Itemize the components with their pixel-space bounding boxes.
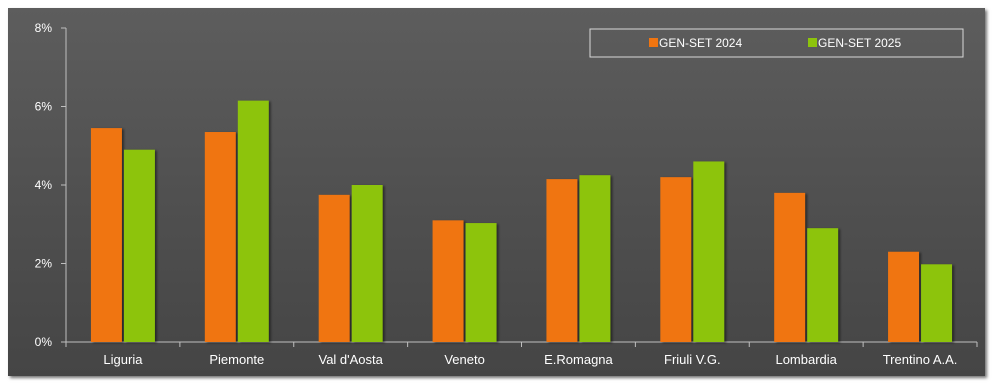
legend-swatch [808,38,817,47]
x-category-label: Val d'Aosta [318,352,383,367]
bar-series-2 [921,264,953,342]
bar-series-2 [579,175,611,342]
x-category-label: Veneto [444,352,485,367]
chart-legend: GEN-SET 2024 GEN-SET 2025 [589,28,964,58]
x-category-label: Piemonte [209,352,264,367]
legend-label: GEN-SET 2025 [818,36,901,50]
legend-box [589,28,964,58]
legend-label: GEN-SET 2024 [659,36,742,50]
chart-bars [90,100,953,342]
bar-series-1 [432,220,464,342]
y-tick-label: 6% [35,100,53,114]
x-axis-categories: Liguria Piemonte Val d'Aosta Veneto E.Romagn… [65,342,978,367]
y-tick-label: 4% [35,178,53,192]
bar-series-1 [546,179,578,342]
x-category-label: E.Romagna [544,352,613,367]
bar-series-2 [807,228,839,342]
bar-series-1 [204,132,236,342]
legend-swatch [649,38,658,47]
bar-series-2 [237,100,269,342]
bar-series-2 [465,223,497,342]
bar-series-2 [351,185,383,342]
y-tick-label: 2% [35,257,53,271]
bar-series-2 [123,149,155,342]
chart-axes [65,28,977,343]
y-axis-ticks: 0% 2% 4% 6% 8% [35,21,66,349]
bar-series-2 [693,161,725,342]
y-tick-label: 0% [35,335,53,349]
x-category-label: Friuli V.G. [664,352,721,367]
x-category-label: Lombardia [775,352,837,367]
x-category-label: Liguria [103,352,143,367]
bar-series-1 [774,192,806,342]
bar-series-1 [318,194,350,342]
y-tick-label: 8% [35,21,53,35]
x-category-label: Trentino A.A. [883,352,958,367]
bar-series-1 [888,251,920,342]
bar-series-1 [660,177,692,342]
bar-series-1 [90,128,122,342]
